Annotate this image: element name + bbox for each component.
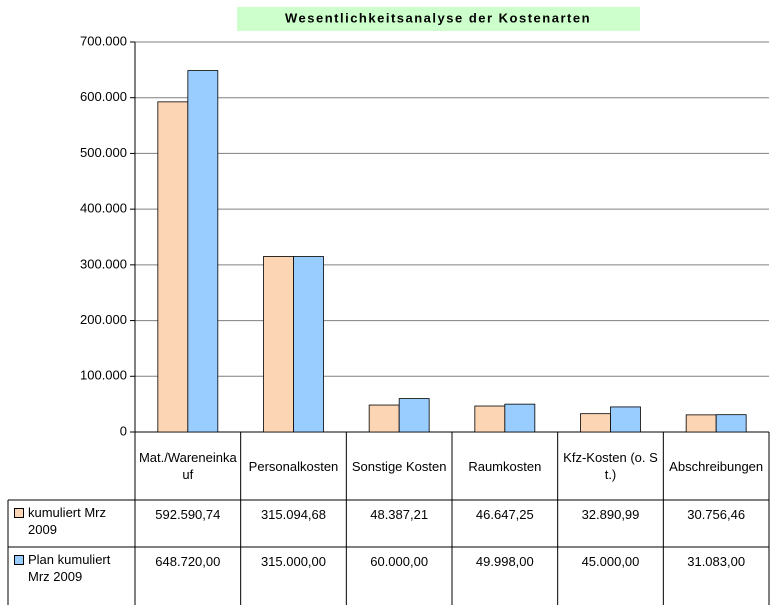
- chart-title: Wesentlichkeitsanalyse der Kostenarten: [285, 10, 591, 25]
- y-tick-label: 400.000: [80, 201, 127, 216]
- title-background: [237, 7, 640, 31]
- value-label: 315.094,68: [260, 506, 327, 522]
- y-tick-label: 600.000: [80, 89, 127, 104]
- y-tick-label: 200.000: [80, 312, 127, 327]
- bar: [580, 413, 611, 433]
- bar: [293, 256, 324, 433]
- bar: [715, 414, 747, 433]
- category-label: Abschreibungen: [669, 458, 764, 474]
- bar: [187, 70, 219, 433]
- legend-swatch: [14, 555, 24, 565]
- value-label: 648.720,00: [155, 553, 221, 569]
- y-tick-label: 500.000: [80, 145, 127, 160]
- bar: [368, 404, 400, 433]
- bar: [263, 256, 294, 433]
- bar: [685, 414, 717, 433]
- bar: [474, 405, 506, 433]
- bar: [157, 101, 189, 433]
- value-label: 46.647,25: [475, 506, 534, 522]
- category-label: Sonstige Kosten: [351, 458, 447, 474]
- legend-entry: Plan kumuliert Mrz 2009: [14, 551, 133, 585]
- y-tick-label: 700.000: [80, 33, 127, 48]
- y-tick-label: 300.000: [80, 256, 127, 271]
- value-label: 32.890,99: [581, 506, 640, 522]
- value-label: 592.590,74: [155, 506, 221, 522]
- value-label: 315.000,00: [260, 553, 327, 569]
- category-label: Raumkosten: [468, 458, 542, 474]
- legend-label: kumuliert Mrz 2009: [28, 505, 107, 537]
- value-label: 45.000,00: [581, 553, 640, 569]
- y-tick-label: 100.000: [80, 368, 127, 383]
- value-label: 30.756,46: [687, 506, 746, 522]
- bar: [504, 403, 536, 433]
- value-label: 60.000,00: [370, 553, 429, 569]
- legend-entry: kumuliert Mrz 2009: [14, 504, 133, 538]
- category-label: Mat./Wareneinkauf: [138, 450, 237, 482]
- value-label: 48.387,21: [370, 506, 429, 522]
- value-label: 31.083,00: [687, 553, 746, 569]
- bar: [610, 406, 641, 433]
- bar: [398, 398, 430, 433]
- legend-swatch: [14, 508, 24, 518]
- category-label: Personalkosten: [248, 458, 339, 474]
- category-label: Kfz-Kosten (o. St.): [563, 450, 658, 482]
- legend-label: Plan kumuliert Mrz 2009: [28, 552, 111, 584]
- value-label: 49.998,00: [475, 553, 534, 569]
- y-tick-label: 0: [120, 423, 127, 438]
